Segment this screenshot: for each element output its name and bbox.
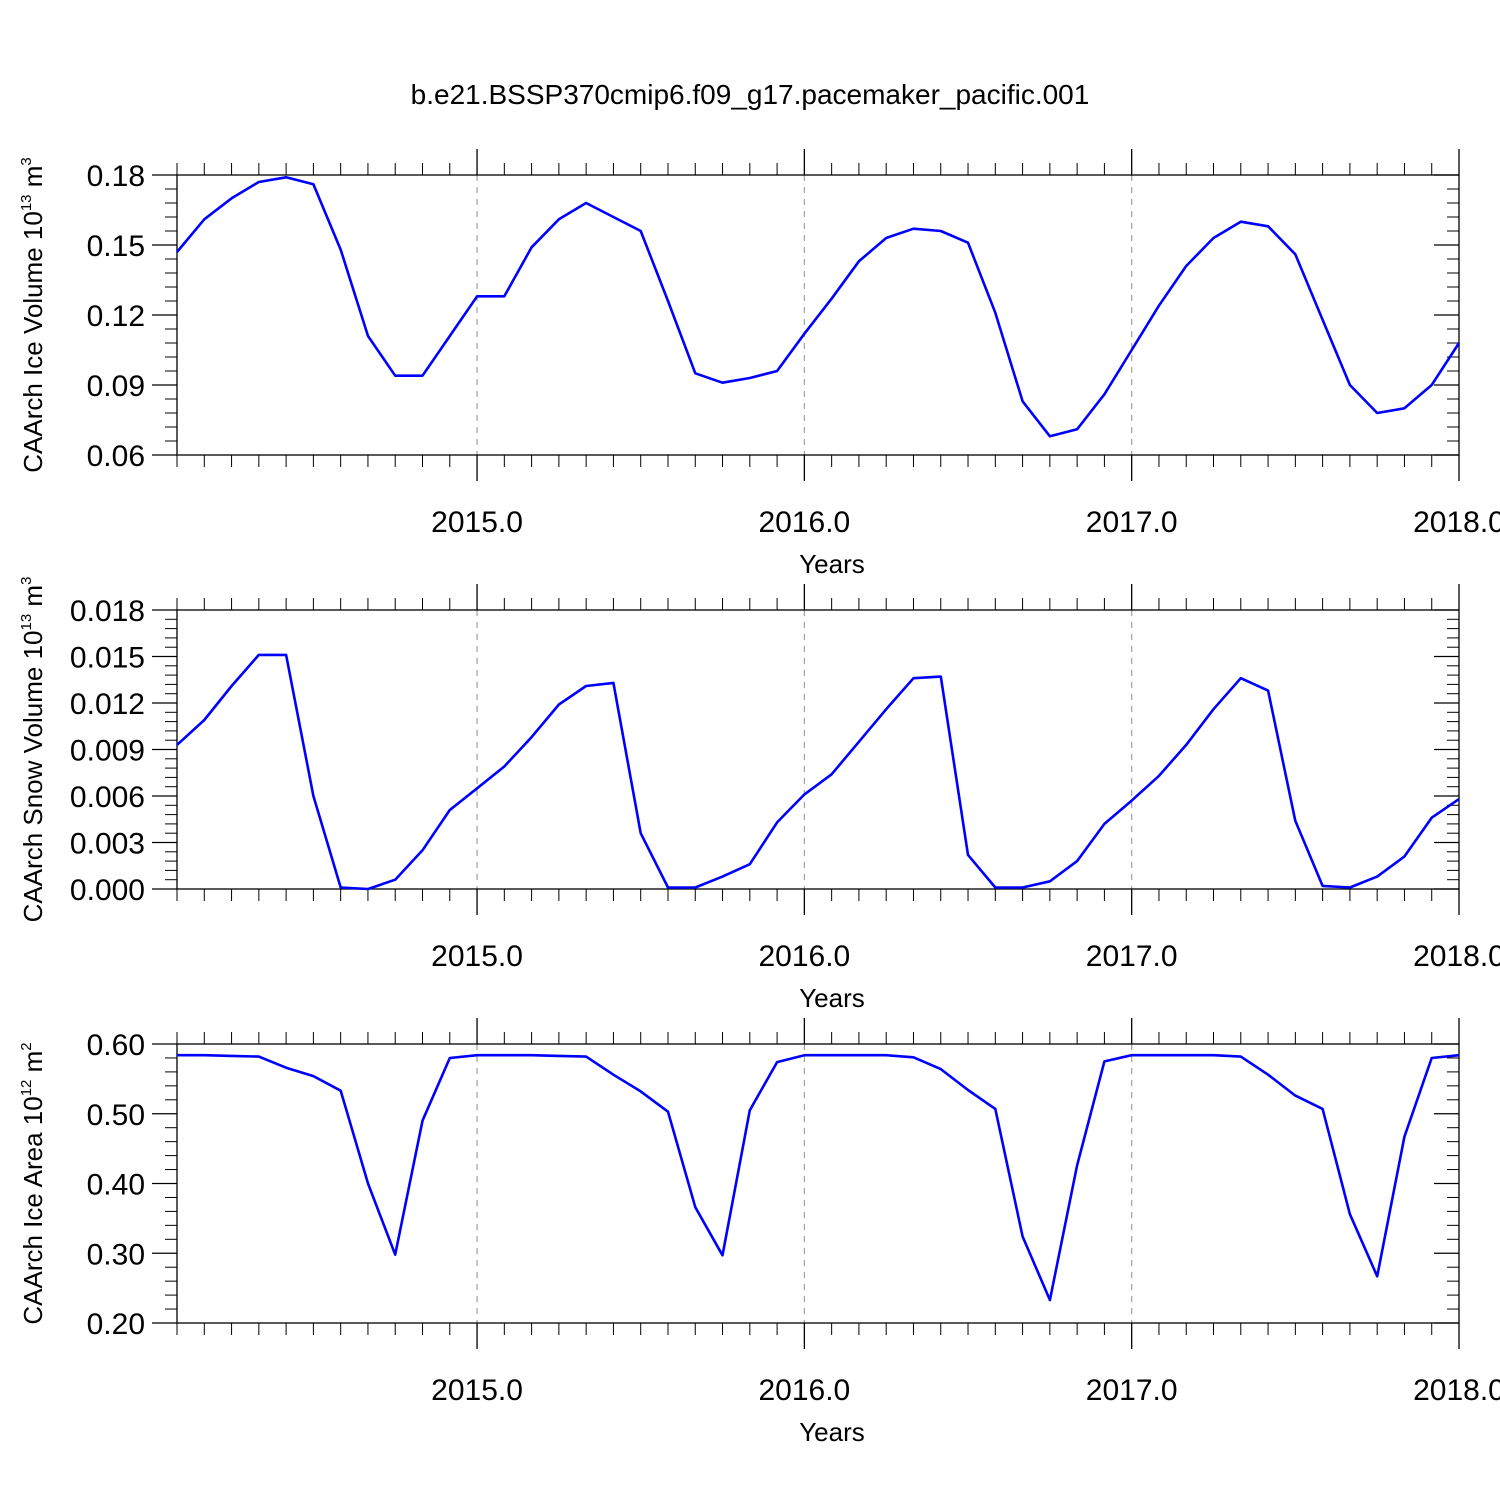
plot-frame — [176, 174, 1460, 456]
x-tick-label: 2017.0 — [1086, 506, 1178, 539]
y-tick-label: 0.18 — [87, 160, 145, 193]
y-axis-label-text: CAArch Ice Volume 10 — [18, 211, 48, 473]
y-tick-label: 0.009 — [70, 735, 145, 768]
y-tick-label: 0.012 — [70, 688, 145, 721]
plot-frame — [176, 609, 1460, 890]
x-tick-label: 2018.0 — [1413, 506, 1500, 539]
y-tick-label: 0.30 — [87, 1238, 145, 1271]
y-axis-label-text: m — [18, 1051, 48, 1080]
x-tick-label: 2015.0 — [431, 506, 523, 539]
x-tick-label: 2016.0 — [758, 506, 850, 539]
x-tick-label: 2016.0 — [758, 1374, 850, 1407]
y-tick-label: 0.40 — [87, 1169, 145, 1202]
y-axis-label: CAArch Ice Volume 1013 m3 — [18, 157, 48, 473]
y-axis-label-superscript: 3 — [18, 157, 35, 165]
y-axis-label-superscript: 2 — [18, 1042, 35, 1050]
y-axis-label-text: m — [18, 166, 48, 195]
series-line — [177, 1053, 1460, 1302]
chart-panel-1: 2015.0 2016.0 2017.0 2018.0 0.06 0.09 0.12 0.15… — [18, 149, 1500, 579]
y-tick-label: 0.003 — [70, 828, 145, 861]
y-tick-label: 0.000 — [70, 874, 145, 907]
y-axis-label-text: CAArch Snow Volume 10 — [18, 630, 48, 922]
y-axis-label-superscript: 13 — [18, 614, 35, 631]
x-axis-label: Years — [799, 1417, 865, 1447]
x-tick-label: 2015.0 — [431, 1374, 523, 1407]
y-axis-label: CAArch Ice Area 1012 m2 — [18, 1042, 48, 1324]
chart-panel-2: 2015.0 2016.0 2017.0 2018.0 0.000 0.003 0.006 0… — [18, 577, 1500, 1013]
y-tick-label: 0.018 — [70, 595, 145, 628]
y-tick-label: 0.006 — [70, 781, 145, 814]
x-tick-label: 2018.0 — [1413, 1374, 1500, 1407]
y-tick-label: 0.12 — [87, 300, 145, 333]
x-tick-label: 2016.0 — [758, 940, 850, 973]
y-tick-label: 0.50 — [87, 1099, 145, 1132]
x-tick-label: 2017.0 — [1086, 940, 1178, 973]
series-line — [176, 653, 1460, 891]
y-axis-label-superscript: 3 — [18, 577, 35, 585]
y-tick-label: 0.015 — [70, 642, 145, 675]
y-axis-label-text: CAArch Ice Area 10 — [18, 1096, 48, 1324]
x-tick-label: 2017.0 — [1086, 1374, 1178, 1407]
y-axis-label-text: m — [18, 585, 48, 614]
y-axis-label-superscript: 12 — [18, 1080, 35, 1097]
y-tick-label: 0.09 — [87, 370, 145, 403]
chart-panel-3: 2015.0 2016.0 2017.0 2018.0 0.20 0.30 0.40 0.50… — [18, 1018, 1500, 1447]
x-tick-label: 2015.0 — [431, 940, 523, 973]
chart-title: b.e21.BSSP370cmip6.f09_g17.pacemaker_pac… — [411, 79, 1090, 110]
y-tick-label: 0.15 — [87, 230, 145, 263]
x-axis-label: Years — [799, 983, 865, 1013]
series-line — [176, 176, 1461, 438]
y-axis-label: CAArch Snow Volume 1013 m3 — [18, 577, 48, 923]
y-tick-label: 0.20 — [87, 1308, 145, 1341]
x-tick-label: 2018.0 — [1413, 940, 1500, 973]
x-axis-label: Years — [799, 549, 865, 579]
y-tick-label: 0.60 — [87, 1029, 145, 1062]
y-axis-label-superscript: 13 — [18, 194, 35, 211]
y-tick-label: 0.06 — [87, 440, 145, 473]
plot-frame — [176, 1043, 1460, 1324]
